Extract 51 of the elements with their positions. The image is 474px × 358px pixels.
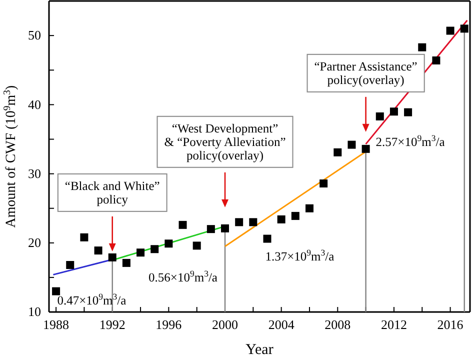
- annotation: 0.56×10$^{9}$m$^{3}$/a: [148, 268, 218, 285]
- point: [206, 225, 215, 234]
- y-tick-label: 20: [28, 235, 41, 250]
- x-tick-label: 1992: [99, 317, 126, 332]
- point: [221, 224, 230, 232]
- point: [136, 248, 145, 257]
- annotation: “Partner Assistance” policy(overlay): [314, 59, 418, 87]
- point: [178, 220, 187, 229]
- y-tick-label: 10: [28, 304, 41, 320]
- point: [164, 240, 173, 248]
- point: [348, 140, 356, 149]
- x-tick-label: 1996: [156, 317, 182, 332]
- point: [404, 108, 412, 116]
- x-axis-title: Year: [246, 342, 274, 358]
- annotation: “Black and White” policy: [64, 178, 160, 206]
- point: [263, 234, 272, 243]
- point: [80, 233, 88, 242]
- point: [460, 24, 468, 33]
- point: [362, 144, 370, 153]
- y-tick-label: 30: [28, 166, 41, 181]
- point: [418, 43, 426, 52]
- point: [122, 258, 130, 267]
- x-tick-label: 2012: [380, 317, 407, 332]
- point: [94, 246, 102, 254]
- x-tick-label: 1988: [43, 317, 70, 332]
- point: [291, 212, 300, 220]
- annotation: 2.57×10$^{9}$m$^{3}$/a: [376, 133, 446, 150]
- point: [66, 261, 74, 270]
- point: [150, 245, 159, 254]
- point: [108, 253, 116, 262]
- point: [52, 287, 60, 296]
- point: [249, 218, 258, 226]
- point: [432, 56, 440, 64]
- x-tick-label: 2008: [324, 317, 351, 332]
- point: [376, 112, 384, 120]
- y-tick-label: 50: [28, 28, 41, 43]
- x-tick-label: 2004: [268, 317, 295, 332]
- x-tick-label: 2000: [212, 317, 238, 332]
- y-tick-label: 40: [28, 96, 41, 112]
- point: [192, 242, 201, 250]
- point: [305, 204, 314, 212]
- point: [320, 179, 328, 188]
- point: [235, 218, 244, 226]
- point: [446, 26, 454, 35]
- annotation: “West Development” & “Poverty Alleviation” policy(overlay): [164, 121, 286, 162]
- annotation: 0.47×10$^{9}$m$^{3}$/a: [57, 292, 127, 308]
- point: [334, 148, 342, 156]
- x-tick-label: 2016: [437, 317, 464, 332]
- point: [390, 108, 398, 116]
- annotation: 1.37×10$^{9}$m$^{3}$/a: [265, 248, 335, 264]
- point: [277, 215, 286, 224]
